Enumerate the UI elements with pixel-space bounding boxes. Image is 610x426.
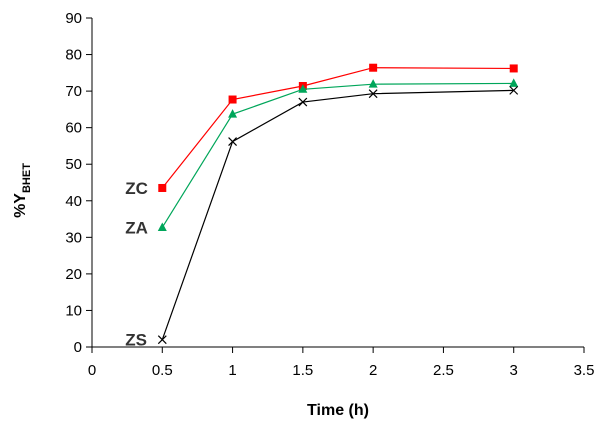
x-tick-label: 0: [88, 362, 96, 379]
series-point-zc: [509, 64, 518, 73]
x-tick-label: 1.5: [292, 362, 313, 379]
y-tick-label: 30: [65, 229, 82, 246]
series-point-zs: [509, 85, 519, 95]
x-marker-stroke: [509, 85, 519, 95]
x-marker-stroke: [157, 335, 167, 345]
x-tick-label: 3.5: [574, 362, 595, 379]
y-tick-label: 70: [65, 83, 82, 100]
y-axis-title-main: %Y: [12, 193, 29, 218]
x-tick-label: 0.5: [152, 362, 173, 379]
series-layer: [157, 63, 519, 345]
series-label-zs: ZS: [125, 331, 147, 350]
x-marker-stroke: [298, 97, 308, 107]
series-point-za: [228, 109, 238, 118]
x-marker-stroke: [368, 89, 378, 99]
y-axis-title: %YBHET: [12, 163, 33, 218]
y-axis-title-subscript: BHET: [21, 163, 33, 193]
series-point-zs: [298, 97, 308, 107]
series-line-zc: [161, 67, 514, 189]
series-point-zs: [228, 137, 237, 146]
series-point-za: [368, 79, 378, 88]
x-tick-label: 2.5: [433, 362, 454, 379]
series-point-zs: [368, 89, 378, 99]
series-point-za: [157, 222, 167, 231]
y-tick-label: 80: [65, 47, 82, 64]
series-point-za: [298, 84, 308, 93]
y-tick-label: 10: [65, 302, 82, 319]
x-axis-title: Time (h): [307, 402, 369, 419]
labels: 0 10 20 30 40 50 60 70 80 90 0 0.5 1 1.5 2 2.5 3 3.5 Time …: [12, 10, 594, 419]
y-tick-label: 50: [65, 156, 82, 173]
y-tick-label: 20: [65, 266, 82, 283]
series-point-zc: [369, 63, 378, 72]
x-tick-label: 2: [369, 362, 377, 379]
series-line-zs: [161, 89, 514, 340]
series-line-za: [161, 82, 514, 228]
series-point-za: [509, 78, 519, 87]
x-marker-stroke: [228, 137, 237, 146]
y-tick-label: 90: [65, 10, 82, 27]
axes: [86, 17, 585, 353]
series-point-zc: [228, 95, 237, 104]
y-tick-label: 40: [65, 193, 82, 210]
x-tick-label: 1: [228, 362, 236, 379]
series-label-za: ZA: [125, 218, 148, 237]
y-tick-label: 60: [65, 120, 82, 137]
series-point-zc: [158, 183, 167, 192]
series-label-zc: ZC: [125, 179, 148, 198]
series-point-zs: [157, 335, 167, 345]
y-tick-label: 0: [74, 339, 82, 356]
x-tick-label: 3: [510, 362, 518, 379]
